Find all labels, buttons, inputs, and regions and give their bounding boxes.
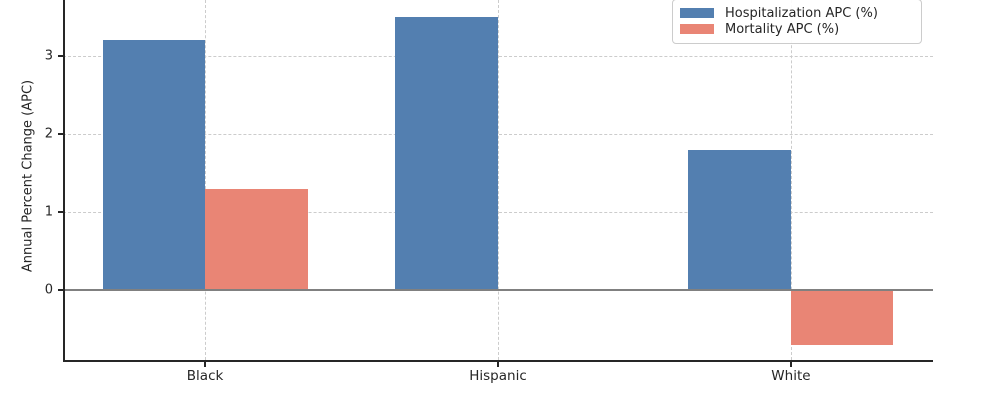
bar-black-mortality (205, 188, 308, 290)
legend-item-hospitalization: Hospitalization APC (%) (680, 5, 913, 21)
legend-label-mortality: Mortality APC (%) (725, 21, 840, 37)
y-axis-spine (63, 0, 65, 360)
y-tick-label-0: 0 (44, 282, 53, 298)
x-tick-mark-white (789, 362, 792, 367)
gridline-x-white (790, 0, 792, 360)
zero-line (63, 289, 933, 291)
bar-black-hospitalization (102, 40, 206, 290)
bar-white-hospitalization (688, 149, 791, 290)
x-tick-label-black: Black (186, 368, 224, 384)
legend: Hospitalization APC (%) Mortality APC (%… (672, 0, 922, 44)
y-tick-label-2: 2 (44, 126, 53, 142)
y-tick-mark-2 (58, 133, 63, 135)
legend-label-hospitalization: Hospitalization APC (%) (725, 5, 878, 21)
x-tick-mark-black (204, 362, 207, 367)
x-tick-label-hispanic: Hispanic (469, 368, 527, 384)
gridline-x-hispanic (498, 0, 499, 360)
x-tick-mark-hispanic (497, 362, 499, 367)
gridline-x-black (205, 0, 207, 360)
bar-white-mortality (790, 290, 894, 345)
y-tick-mark-1 (58, 211, 63, 213)
x-tick-label-white: White (771, 368, 811, 384)
y-axis-label: Annual Percent Change (APC) (20, 79, 36, 273)
x-axis-spine (63, 360, 933, 362)
bar-hispanic-hospitalization (395, 17, 498, 290)
y-tick-label-1: 1 (44, 204, 53, 220)
legend-item-mortality: Mortality APC (%) (680, 21, 913, 37)
legend-swatch-hospitalization-icon (680, 8, 714, 18)
y-tick-mark-0 (58, 289, 63, 291)
y-tick-label-3: 3 (44, 48, 53, 64)
y-tick-mark-3 (58, 55, 63, 57)
legend-swatch-mortality-icon (680, 24, 714, 34)
